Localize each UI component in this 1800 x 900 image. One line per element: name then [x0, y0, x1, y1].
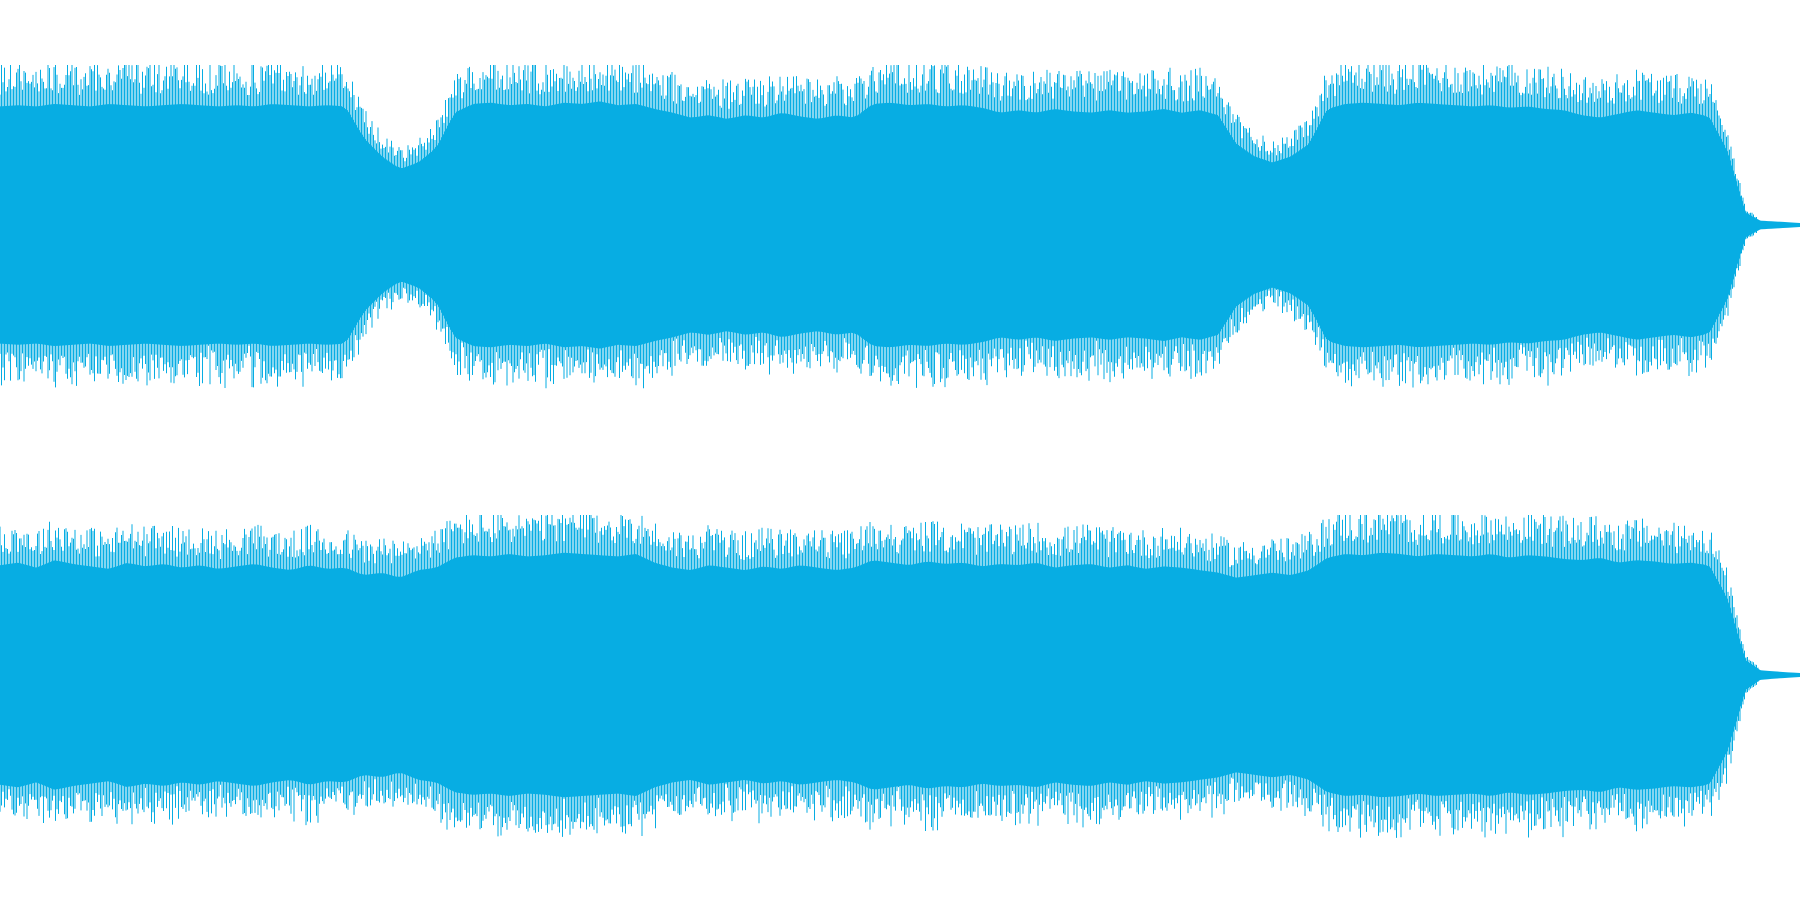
right-channel-waveform: [0, 515, 1800, 838]
waveform-peaks: [0, 65, 1757, 389]
left-channel-waveform: [0, 65, 1800, 389]
waveform-tail: [1755, 669, 1800, 681]
waveform-tail: [1755, 220, 1800, 230]
waveform-peaks: [0, 515, 1759, 838]
